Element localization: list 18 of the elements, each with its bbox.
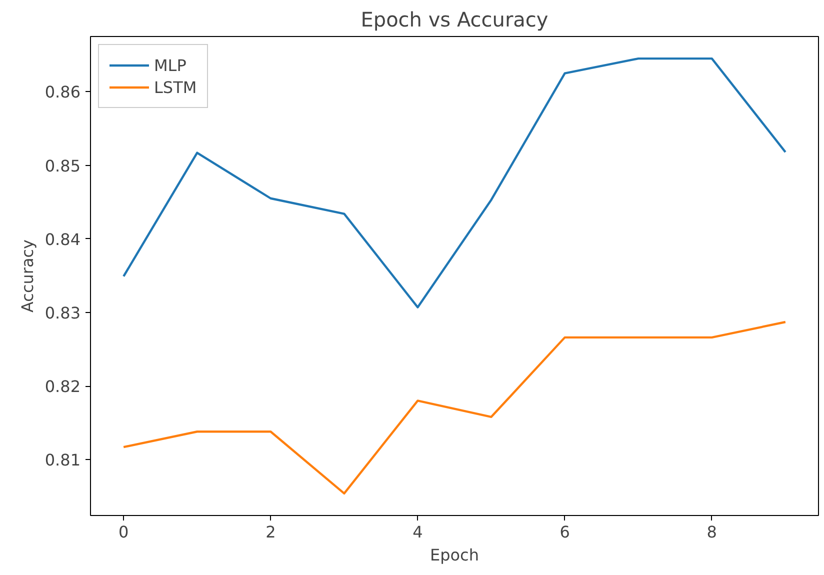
y-tick-label: 0.82	[44, 377, 80, 396]
x-tick-label: 2	[266, 522, 276, 542]
y-tick-label: 0.84	[44, 230, 80, 249]
line-series	[122, 57, 787, 308]
line-series	[122, 320, 787, 495]
y-tick-label: 0.81	[44, 450, 80, 470]
y-tick-label: 0.86	[44, 82, 80, 102]
y-axis-title: Accuracy	[18, 239, 37, 313]
x-tick-label: 6	[560, 522, 570, 542]
x-tick-label: 0	[118, 522, 129, 542]
x-tick-label: 4	[412, 522, 423, 542]
legend-label: MLP	[154, 56, 186, 74]
y-tick-label: 0.85	[44, 156, 80, 176]
y-tick-label: 0.83	[44, 303, 80, 322]
x-tick-label: 8	[706, 522, 717, 542]
legend-label: LSTM	[154, 78, 197, 96]
x-axis-title: Epoch	[430, 546, 480, 564]
chart-title: Epoch vs Accuracy	[360, 8, 548, 32]
